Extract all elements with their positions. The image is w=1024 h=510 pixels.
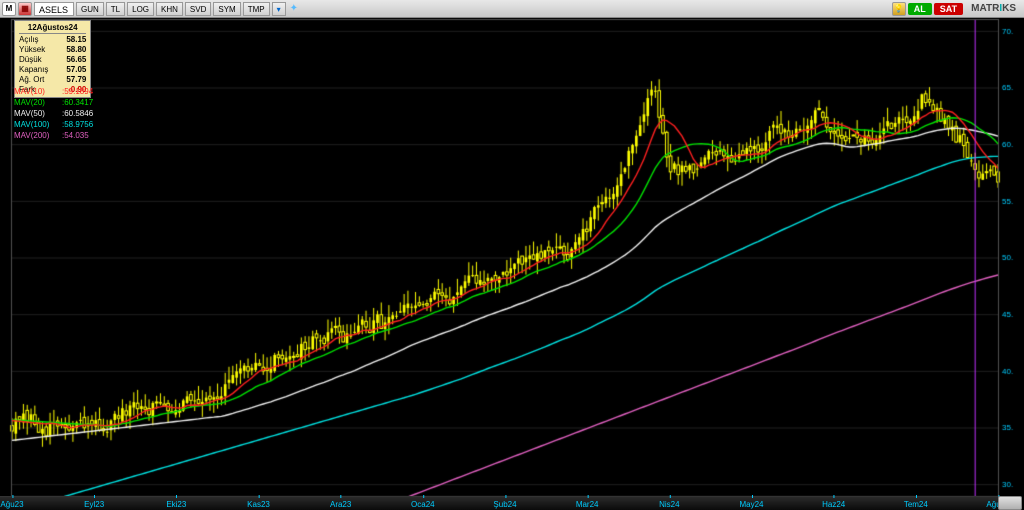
mav-legend-row: MAV(10):59.1894 xyxy=(14,86,102,97)
toolbar-buttons: GUNTLLOGKHNSVDSYMTMP xyxy=(76,2,270,16)
toolbar-btn-tmp[interactable]: TMP xyxy=(243,2,270,16)
ohlc-row: Düşük56.65 xyxy=(19,55,86,65)
mav-legend: MAV(10):59.1894MAV(20):60.3417MAV(50):60… xyxy=(14,86,102,141)
x-axis-tick: Kas23 xyxy=(247,497,270,509)
toolbar-btn-sym[interactable]: SYM xyxy=(213,2,240,16)
toolbar-btn-gun[interactable]: GUN xyxy=(76,2,104,16)
x-axis-tick: Ağu23 xyxy=(0,497,23,509)
toolbar-left: M ▦ ASELS GUNTLLOGKHNSVDSYMTMP ▾ ✦ xyxy=(2,2,300,16)
ohlc-row: Ağ. Ort57.79 xyxy=(19,75,86,85)
toolbar-btn-tl[interactable]: TL xyxy=(106,2,125,16)
toolbar-btn-svd[interactable]: SVD xyxy=(185,2,211,16)
x-axis-tick: May24 xyxy=(739,497,763,509)
buy-button[interactable]: AL xyxy=(908,3,932,15)
toolbar-right: 💡 AL SAT MATRIKS xyxy=(892,2,1022,16)
bulb-icon[interactable]: 💡 xyxy=(892,2,906,16)
ohlc-row: Kapanış57.05 xyxy=(19,65,86,75)
mav-legend-row: MAV(100):58.9756 xyxy=(14,119,102,130)
scroll-handle[interactable] xyxy=(998,496,1022,510)
ohlc-row: Açılış58.15 xyxy=(19,35,86,45)
price-chart[interactable] xyxy=(0,18,1024,510)
mav-legend-row: MAV(50):60.5846 xyxy=(14,108,102,119)
x-axis-tick: Haz24 xyxy=(822,497,845,509)
mav-legend-row: MAV(20):60.3417 xyxy=(14,97,102,108)
toolbar-btn-khn[interactable]: KHN xyxy=(156,2,183,16)
x-axis-tick: Ara23 xyxy=(330,497,351,509)
toolbar: M ▦ ASELS GUNTLLOGKHNSVDSYMTMP ▾ ✦ 💡 AL … xyxy=(0,0,1024,18)
ticker-field[interactable]: ASELS xyxy=(34,2,74,16)
x-axis-tick: Tem24 xyxy=(904,497,928,509)
x-axis: Ağu23 Eyl23 Eki23 Kas23 Ara23 Oca24 Şub24 Mar24… xyxy=(0,496,998,510)
ohlc-row: Yüksek58.80 xyxy=(19,45,86,55)
chart-icon[interactable]: ▦ xyxy=(18,2,32,16)
x-axis-tick: Nis24 xyxy=(659,497,679,509)
ohlc-date: 12Ağustos24 xyxy=(19,23,86,34)
app-icon-letter: M xyxy=(6,4,13,13)
x-axis-tick: Mar24 xyxy=(576,497,599,509)
chart-area: 12Ağustos24 Açılış58.15Yüksek58.80Düşük5… xyxy=(0,18,1024,510)
toolbar-btn-log[interactable]: LOG xyxy=(127,2,154,16)
x-axis-tick: Oca24 xyxy=(411,497,435,509)
app-icon[interactable]: M xyxy=(2,2,16,16)
brand-label: MATRIKS xyxy=(965,3,1022,14)
x-axis-tick: Eki23 xyxy=(166,497,186,509)
mav-legend-row: MAV(200):54.035 xyxy=(14,130,102,141)
x-axis-tick: Şub24 xyxy=(493,497,516,509)
x-axis-tick: Eyl23 xyxy=(84,497,104,509)
twitter-icon[interactable]: ✦ xyxy=(288,3,300,14)
sell-button[interactable]: SAT xyxy=(934,3,963,15)
dropdown-arrow[interactable]: ▾ xyxy=(272,2,286,16)
